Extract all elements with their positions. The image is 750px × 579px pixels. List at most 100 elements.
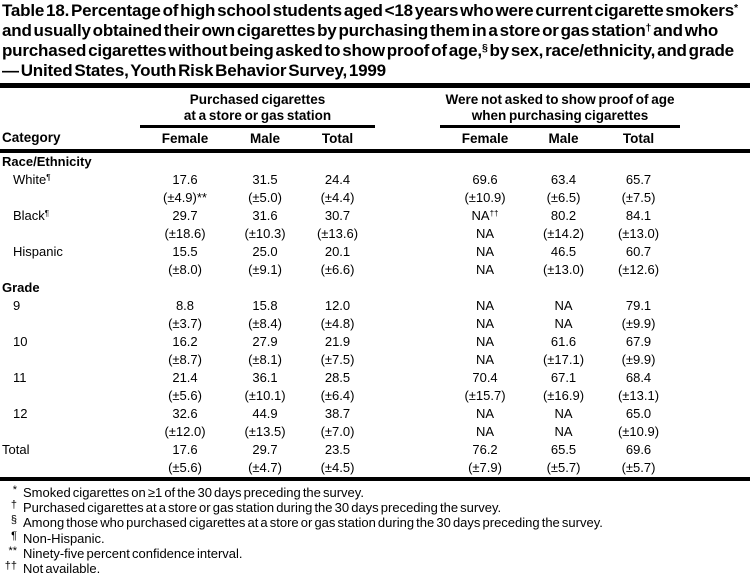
value-cell: NA [475, 244, 495, 259]
spacer-cell [680, 261, 750, 279]
value-cell: 44.9 [252, 406, 278, 421]
spacer-cell [680, 387, 750, 405]
column-header-male-left: Male [230, 126, 300, 153]
group-label-line2: at a store or gas station [183, 108, 332, 123]
group-label-line1: Purchased cigarettes [189, 92, 326, 107]
footnote: ** Ninety-five percent confidence interva… [2, 545, 748, 561]
value-cell: 15.8 [252, 298, 278, 313]
spacer-cell [375, 88, 440, 127]
footnote-text: Purchased cigarettes at a store or gas s… [23, 500, 502, 516]
value-cell: NA [554, 298, 573, 313]
footnote: †† Not available. [2, 560, 748, 577]
row-label [0, 387, 140, 405]
value-cell: NA [475, 406, 495, 421]
spacer-cell [375, 351, 440, 369]
value-cell: 21.4 [172, 370, 198, 385]
row-label: 11 [13, 370, 27, 385]
value-cell: 84.1 [625, 208, 652, 223]
column-group-purchased: Purchased cigarettes at a store or gas s… [140, 88, 376, 128]
value-cell: NA [475, 352, 495, 367]
section-heading: Grade [2, 280, 40, 295]
value-cell: NA [475, 226, 495, 241]
value-cell: 23.5 [324, 442, 351, 457]
value-cell: 17.6 [172, 442, 198, 457]
value-cell: (±8.7) [168, 352, 202, 367]
value-cell: (±12.0) [164, 424, 206, 439]
value-cell: NA†† [471, 208, 499, 223]
value-cell: (±15.7) [464, 388, 506, 403]
value-cell: 61.6 [550, 334, 577, 349]
footnote-text: Not available. [23, 561, 101, 577]
spacer-cell [680, 405, 750, 423]
column-header-total-left: Total [300, 126, 376, 153]
value-cell: 60.7 [625, 244, 652, 259]
row-label [0, 315, 140, 333]
value-cell: 20.1 [324, 244, 351, 259]
column-group-row: Purchased cigarettes at a store or gas s… [0, 88, 750, 128]
value-cell: (±10.1) [244, 388, 286, 403]
column-header-category: Category [0, 126, 140, 153]
table-row: 9 8.8 15.8 12.0 NA NA 79.1 [0, 297, 750, 315]
spacer-cell [680, 243, 750, 261]
footnote: ¶ Non-Hispanic. [2, 529, 748, 546]
value-cell: 67.1 [550, 370, 577, 385]
value-cell: (±8.1) [248, 352, 282, 367]
value-cell: (±18.6) [164, 226, 206, 241]
value-cell: (±8.0) [168, 262, 202, 277]
value-cell: (±12.6) [617, 262, 660, 277]
value-cell: (±9.9) [621, 316, 656, 331]
footnote-marker: ¶ [11, 529, 17, 542]
row-label [0, 351, 140, 369]
value-cell: (±4.9)** [163, 190, 207, 205]
value-cell: (±6.6) [320, 262, 355, 277]
value-cell: (±7.5) [621, 190, 656, 205]
value-cell: (±9.1) [248, 262, 282, 277]
value-cell: 27.9 [252, 334, 278, 349]
table-row-ci: (±5.6) (±10.1) (±6.4) (±15.7) (±16.9) (±13.1) [0, 387, 750, 405]
value-cell: 25.0 [252, 244, 278, 259]
spacer-cell [375, 297, 440, 315]
footnote: † Purchased cigarettes at a store or gas … [2, 499, 748, 516]
value-cell: 31.6 [252, 208, 278, 223]
spacer-cell [680, 171, 750, 189]
column-header-female-left: Female [140, 126, 230, 153]
value-cell: NA [475, 262, 495, 277]
spacer-cell [680, 369, 750, 387]
spacer-cell [375, 261, 440, 279]
value-cell: 29.7 [252, 442, 278, 457]
spacer-cell [375, 189, 440, 207]
value-cell: 46.5 [550, 244, 577, 259]
table-row: Total 17.6 29.7 23.5 76.2 65.5 69.6 [0, 441, 750, 459]
value-cell: 69.6 [472, 172, 498, 187]
value-cell: 32.6 [172, 406, 198, 421]
table-body: Race/Ethnicity White¶ 17.6 31.5 24.4 69.6 63.4… [0, 151, 750, 477]
column-header-female-right: Female [440, 126, 531, 153]
value-cell: 68.4 [625, 370, 652, 385]
value-cell: 70.4 [472, 370, 498, 385]
section-heading: Race/Ethnicity [2, 154, 92, 169]
value-cell: (±7.5) [320, 352, 355, 367]
value-cell: 15.5 [172, 244, 198, 259]
value-cell: (±5.6) [168, 460, 202, 475]
footnote-marker: †† [4, 560, 17, 573]
value-cell: 21.9 [324, 334, 351, 349]
value-cell: (±17.1) [542, 352, 585, 367]
value-cell: (±8.4) [248, 316, 282, 331]
footnote-text: Smoked cigarettes on ≥1 of the 30 days p… [23, 485, 364, 500]
spacer-cell [680, 225, 750, 243]
row-label [0, 189, 140, 207]
row-label: 12 [13, 406, 28, 421]
spacer-cell [680, 297, 750, 315]
value-cell: (±4.5) [320, 460, 355, 475]
value-cell: 38.7 [324, 406, 351, 421]
table-row-ci: (±3.7) (±8.4) (±4.8) NA NA (±9.9) [0, 315, 750, 333]
column-header-total-right: Total [597, 126, 681, 153]
spacer-cell [680, 459, 750, 477]
footnote: * Smoked cigarettes on ≥1 of the 30 days … [2, 484, 748, 500]
value-cell: 17.6 [172, 172, 198, 187]
spacer-cell [680, 333, 750, 351]
spacer-cell [680, 351, 750, 369]
spacer-cell [375, 369, 440, 387]
table-row-ci: (±5.6) (±4.7) (±4.5) (±7.9) (±5.7) (±5.7) [0, 459, 750, 477]
group-label-line1: Were not asked to show proof of age [445, 92, 675, 107]
